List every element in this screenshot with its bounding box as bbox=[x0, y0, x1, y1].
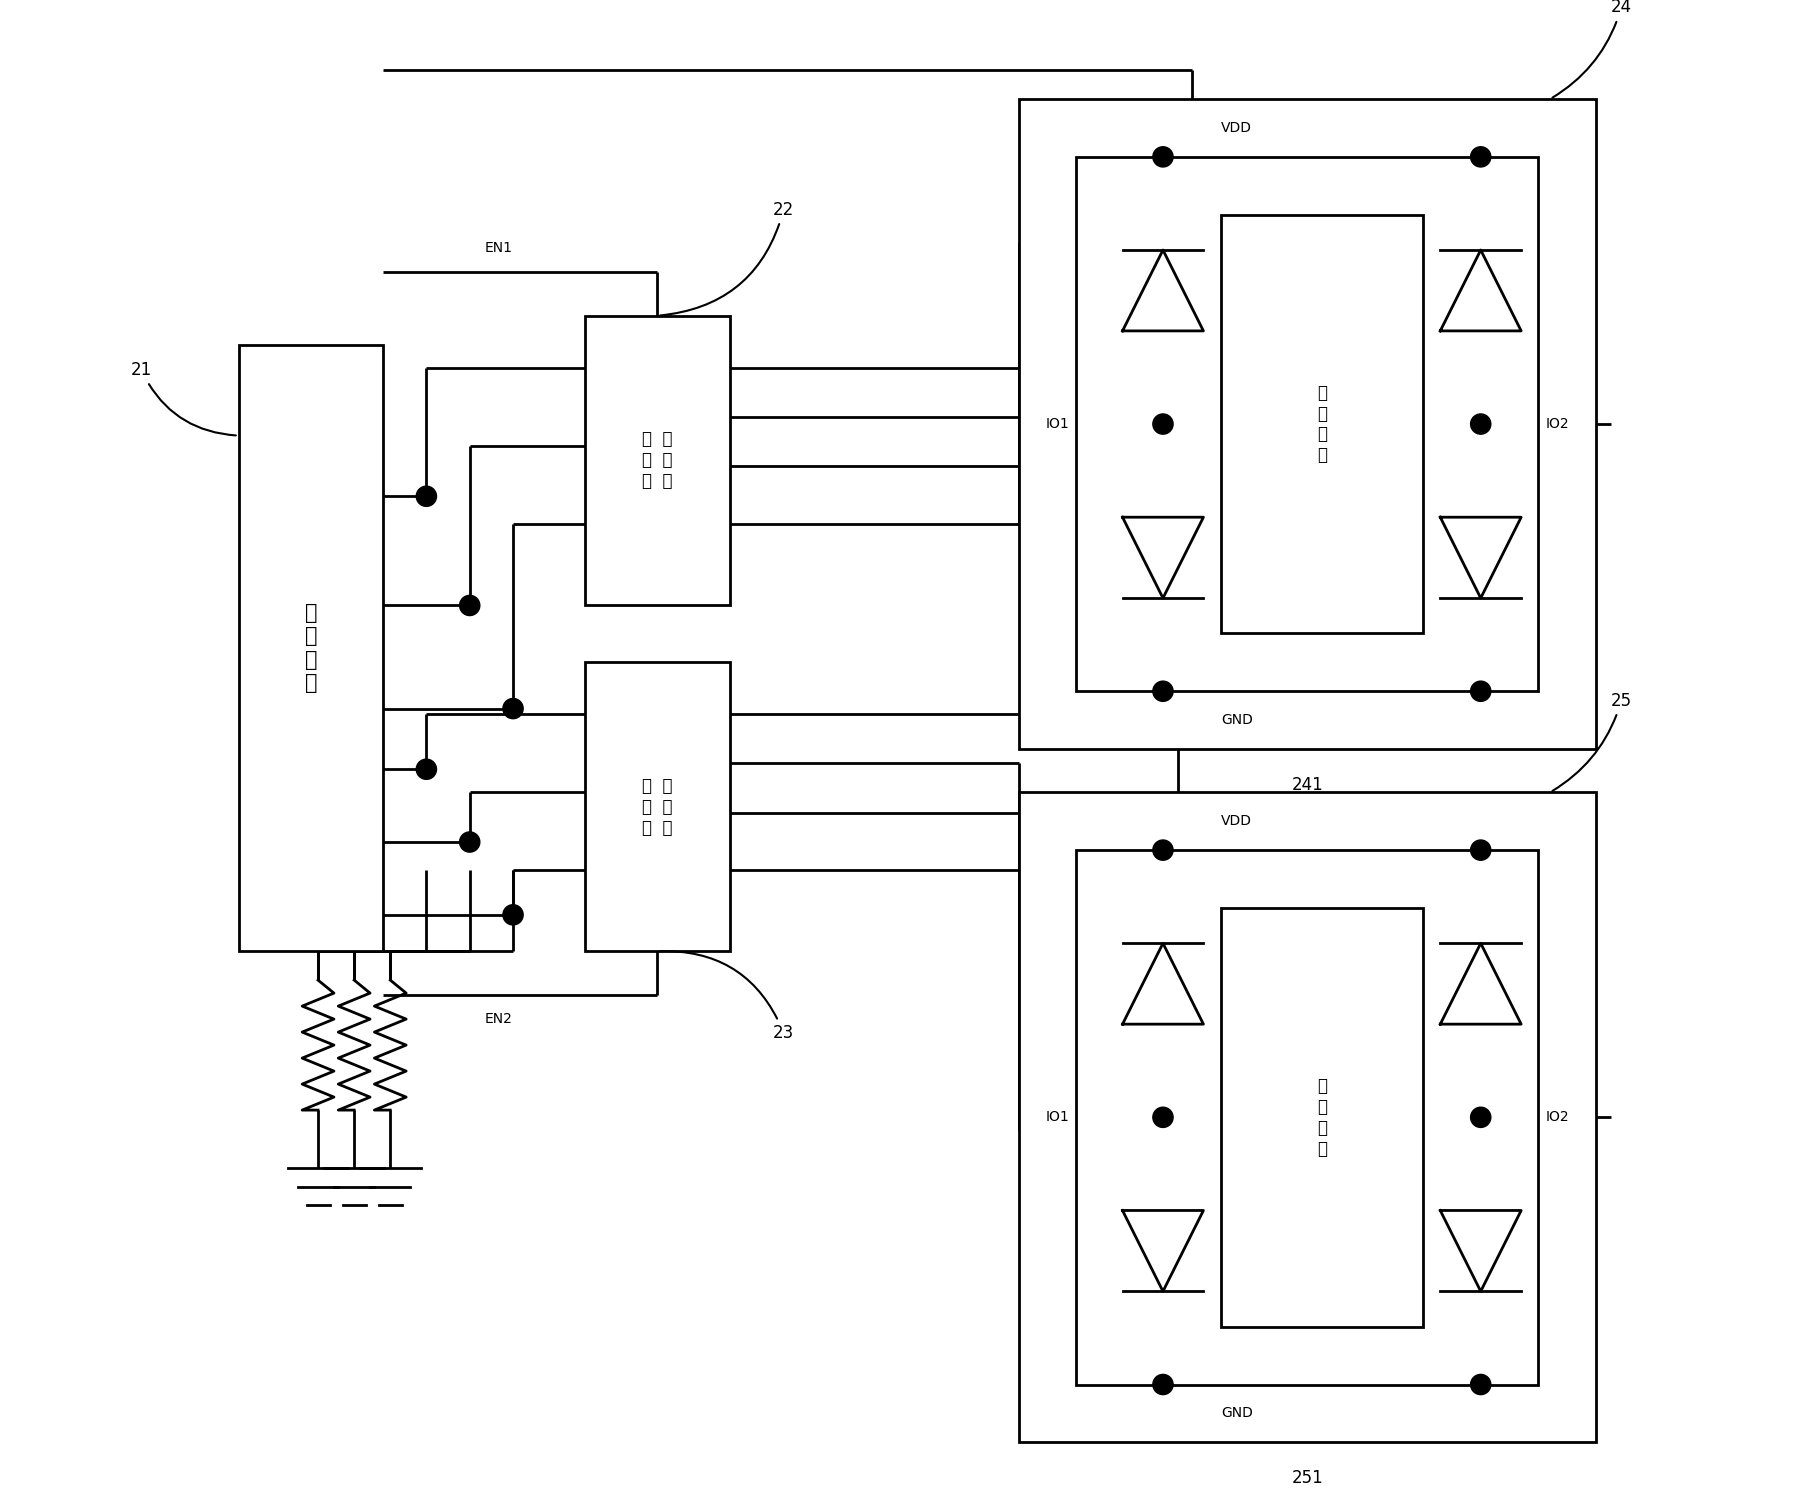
Text: 23: 23 bbox=[661, 951, 794, 1041]
Text: 微
控
制
器: 微 控 制 器 bbox=[305, 603, 318, 693]
Text: GND: GND bbox=[1220, 713, 1253, 726]
Bar bbox=[585, 316, 729, 604]
Circle shape bbox=[1469, 681, 1489, 701]
Text: EN2: EN2 bbox=[484, 1011, 513, 1026]
Text: GND: GND bbox=[1220, 1406, 1253, 1420]
Text: 内
部
电
路: 内 部 电 路 bbox=[1316, 384, 1327, 464]
Circle shape bbox=[1469, 839, 1489, 860]
Bar bbox=[1076, 850, 1538, 1385]
Circle shape bbox=[1469, 1374, 1489, 1394]
Bar bbox=[585, 663, 729, 951]
Text: 25: 25 bbox=[1552, 692, 1632, 791]
Circle shape bbox=[1469, 146, 1489, 167]
Text: 第  拟
一  开
模  关: 第 拟 一 开 模 关 bbox=[643, 431, 671, 490]
Circle shape bbox=[458, 832, 480, 851]
Text: IO2: IO2 bbox=[1545, 1111, 1569, 1124]
Circle shape bbox=[1152, 414, 1173, 434]
Text: IO1: IO1 bbox=[1045, 1111, 1069, 1124]
Bar bbox=[1018, 99, 1596, 749]
Circle shape bbox=[1152, 1108, 1173, 1127]
Bar bbox=[238, 345, 383, 951]
Text: VDD: VDD bbox=[1220, 814, 1251, 829]
Circle shape bbox=[1469, 414, 1489, 434]
Circle shape bbox=[1152, 146, 1173, 167]
Bar bbox=[1018, 793, 1596, 1442]
Text: 24: 24 bbox=[1552, 0, 1632, 98]
Circle shape bbox=[502, 904, 523, 925]
Circle shape bbox=[1152, 839, 1173, 860]
Bar bbox=[1220, 214, 1422, 633]
Circle shape bbox=[458, 595, 480, 615]
Text: 21: 21 bbox=[130, 362, 236, 436]
Circle shape bbox=[502, 698, 523, 719]
Circle shape bbox=[1152, 681, 1173, 701]
Bar bbox=[1076, 157, 1538, 692]
Text: IO1: IO1 bbox=[1045, 417, 1069, 431]
Text: VDD: VDD bbox=[1220, 121, 1251, 136]
Text: 241: 241 bbox=[1291, 776, 1323, 794]
Text: EN1: EN1 bbox=[484, 241, 513, 255]
Text: 22: 22 bbox=[661, 200, 794, 315]
Circle shape bbox=[1152, 1374, 1173, 1394]
Text: 内
部
电
路: 内 部 电 路 bbox=[1316, 1078, 1327, 1157]
Circle shape bbox=[415, 487, 437, 506]
Circle shape bbox=[415, 760, 437, 779]
Bar bbox=[1220, 907, 1422, 1326]
Text: IO2: IO2 bbox=[1545, 417, 1569, 431]
Text: 251: 251 bbox=[1291, 1469, 1323, 1487]
Circle shape bbox=[1469, 1108, 1489, 1127]
Text: 第  拟
二  开
模  关: 第 拟 二 开 模 关 bbox=[643, 778, 671, 836]
